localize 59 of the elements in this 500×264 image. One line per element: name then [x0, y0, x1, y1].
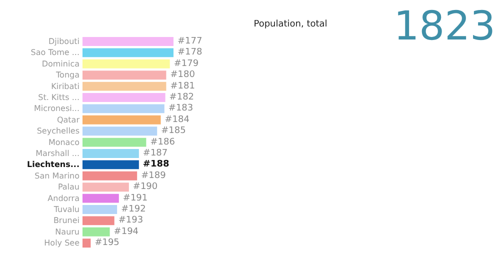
y-tick-label: Tuvalu	[52, 205, 80, 214]
bar	[82, 138, 146, 147]
y-tick-label: St. Kitts ...	[38, 93, 80, 102]
annotation: #195	[94, 238, 120, 248]
annotation: #178	[178, 48, 202, 58]
annotation: #187	[142, 148, 168, 158]
annotation: #193	[118, 216, 144, 226]
y-tick-label: Liechtens...	[26, 160, 80, 170]
annotation: #181	[170, 81, 195, 92]
bar	[82, 82, 166, 91]
y-tick-label: Palau	[58, 182, 80, 192]
y-tick-label: San Marino	[34, 171, 80, 180]
bar	[82, 194, 119, 203]
annotation: #182	[169, 92, 194, 102]
bar	[82, 115, 161, 124]
y-tick-label: Seychelles	[36, 126, 80, 136]
annotation: #188	[142, 160, 170, 170]
annotation: #191	[122, 193, 148, 204]
y-tick-label: Nauru	[55, 227, 80, 236]
annotation: #194	[114, 226, 139, 237]
y-tick-label: Brunei	[53, 216, 80, 226]
bar	[82, 216, 114, 226]
text: Population, total	[254, 20, 328, 30]
annotation: #190	[132, 182, 158, 192]
y-tick-label: Kiribati	[51, 82, 80, 91]
annotation: #179	[174, 58, 199, 69]
annotation: #180	[170, 70, 196, 80]
y-tick-label: Monaco	[48, 138, 80, 147]
bar	[82, 48, 174, 58]
bar	[82, 227, 110, 236]
y-tick-label: Tonga	[55, 70, 80, 80]
annotation: #177	[178, 36, 202, 46]
bar	[82, 149, 139, 158]
y-tick-label: Qatar	[56, 115, 80, 124]
bar	[82, 93, 166, 102]
bar	[82, 104, 164, 114]
bar	[82, 160, 139, 170]
annotation: #192	[121, 204, 146, 214]
bar	[82, 171, 138, 180]
annotation: #189	[141, 170, 166, 181]
bar	[82, 182, 129, 192]
y-tick-label: Marshall ...	[36, 149, 80, 158]
y-tick-label: Djibouti	[48, 37, 80, 46]
annotation: #185	[161, 126, 186, 136]
bar	[82, 205, 118, 214]
y-tick-label: Dominica	[42, 59, 80, 68]
y-tick-label: Holy See	[44, 238, 80, 248]
text: 1823	[394, 4, 496, 50]
annotation: #183	[168, 104, 194, 114]
y-tick-label: Sao Tome ...	[30, 48, 80, 58]
y-tick-label: Andorra	[48, 194, 80, 203]
y-tick-label: Micronesi...	[34, 104, 80, 114]
bar	[82, 238, 91, 248]
bar	[82, 59, 170, 68]
bar	[82, 126, 158, 136]
bar	[82, 37, 174, 46]
annotation: #186	[150, 137, 176, 148]
bar	[82, 70, 166, 80]
annotation: #184	[164, 114, 190, 125]
